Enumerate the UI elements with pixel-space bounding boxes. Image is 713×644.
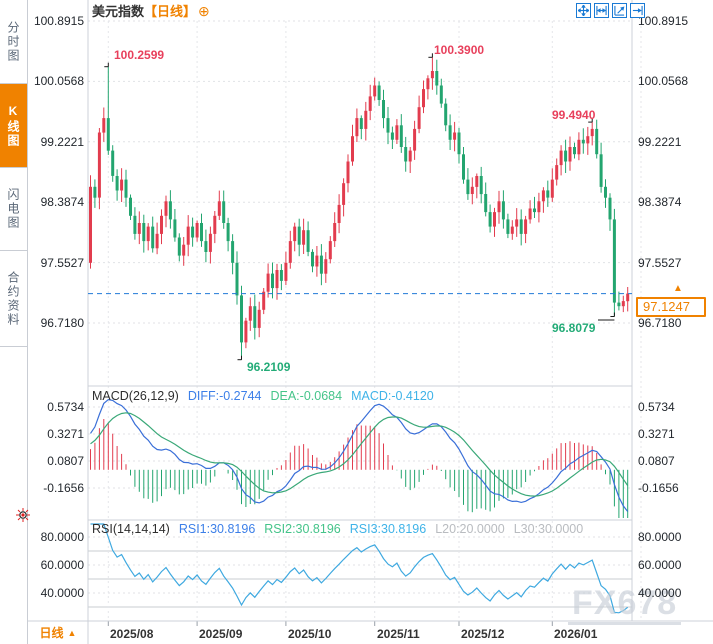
rsi-axis-label: 40.0000	[40, 586, 84, 600]
sidebar: 分时图 K线图 闪电图 合约资料	[0, 0, 28, 644]
price-axis-label: 100.0568	[638, 74, 689, 88]
x-axis-label: 2025/09	[199, 627, 243, 641]
rsi-l30-value: L30:30.0000	[513, 522, 584, 536]
rsi-title: RSI(14,14,14)	[92, 522, 170, 536]
macd-axis-label: -0.1656	[43, 481, 84, 495]
x-axis-label: 2025/11	[377, 627, 420, 641]
macd-axis-label: 0.3271	[47, 427, 84, 441]
timeframe-selector-label: 日线	[39, 626, 64, 640]
timeframe-dropdown-arrow-icon: ▲	[67, 627, 77, 638]
add-indicator-icon[interactable]: ⊕	[198, 3, 210, 19]
price-label-jan-low: 96.8079	[552, 321, 596, 335]
x-axis-label: 2026/01	[554, 627, 598, 641]
jump-latest-icon[interactable]	[630, 3, 645, 18]
current-price-badge: 97.1247	[636, 297, 706, 317]
macd-axis-label: 0.0807	[638, 454, 675, 468]
sidebar-item-kline-chart[interactable]: K线图	[0, 84, 27, 168]
macd-axis-label: -0.1656	[638, 481, 679, 495]
rsi1-value: RSI1:30.8196	[178, 522, 256, 536]
timeframe-label: 【日线】	[144, 4, 197, 19]
price-axis-label: 96.7180	[40, 316, 84, 330]
price-axis-label: 96.7180	[638, 316, 682, 330]
price-up-arrow-icon: ▲	[673, 283, 683, 294]
price-axis-label: 98.3874	[638, 195, 682, 209]
price-label-jan-high: 99.4940	[552, 108, 596, 122]
page-title: 美元指数	[92, 4, 145, 19]
macd-diff-value: DIFF:-0.2744	[187, 389, 262, 403]
macd-title: MACD(26,12,9)	[92, 389, 179, 403]
rsi-l20-value: L20:20.0000	[435, 522, 505, 536]
live-indicator-icon[interactable]	[15, 507, 31, 523]
chart-toolbar	[576, 3, 645, 18]
fit-vertical-icon[interactable]	[612, 3, 627, 18]
pan-icon[interactable]	[576, 3, 591, 18]
price-label-sep-low: 96.2109	[247, 360, 291, 374]
sidebar-item-flash-chart[interactable]: 闪电图	[0, 168, 27, 251]
x-axis-label: 2025/10	[288, 627, 332, 641]
fit-horizontal-icon[interactable]	[594, 3, 609, 18]
macd-axis-label: 0.3271	[638, 427, 675, 441]
price-axis-label: 100.8915	[638, 14, 689, 28]
watermark: FX678	[568, 584, 682, 625]
rsi-axis-label: 60.0000	[40, 558, 84, 572]
rsi-axis-label: 80.0000	[638, 530, 682, 544]
macd-axis-label: 0.0807	[47, 454, 84, 468]
rsi-axis-label: 80.0000	[40, 530, 84, 544]
price-label-nov-high: 100.3900	[434, 43, 485, 57]
rsi-axis-label: 60.0000	[638, 558, 682, 572]
x-axis-label: 2025/08	[110, 627, 154, 641]
rsi2-value: RSI2:30.8196	[264, 522, 341, 536]
macd-axis-label: 0.5734	[638, 400, 675, 414]
price-axis-label: 97.5527	[638, 256, 682, 270]
price-axis-label: 99.2221	[40, 135, 84, 149]
macd-axis-label: 0.5734	[47, 400, 84, 414]
rsi-legend: RSI(14,14,14) RSI1:30.8196 RSI2:30.8196 …	[92, 522, 583, 536]
price-axis-label: 99.2221	[638, 135, 682, 149]
chart-title-row: 美元指数【日线】 ⊕	[92, 4, 210, 19]
macd-macd-value: MACD:-0.4120	[351, 389, 434, 403]
macd-dea-value: DEA:-0.0684	[270, 389, 343, 403]
rsi-axis-label: 40.0000	[638, 586, 682, 600]
sidebar-item-contract-info[interactable]: 合约资料	[0, 251, 27, 347]
sidebar-item-time-chart[interactable]: 分时图	[0, 0, 27, 84]
rsi3-value: RSI3:30.8196	[349, 522, 427, 536]
x-axis-label: 2025/12	[461, 627, 505, 641]
price-axis-label: 97.5527	[40, 256, 84, 270]
price-axis-label: 100.8915	[33, 14, 84, 28]
price-axis-label: 100.0568	[33, 74, 84, 88]
price-label-aug-high: 100.2599	[114, 48, 165, 62]
price-axis-label: 98.3874	[40, 195, 84, 209]
timeframe-selector[interactable]: 日线 ▲	[29, 622, 87, 643]
macd-legend: MACD(26,12,9) DIFF:-0.2744 DEA:-0.0684 M…	[92, 389, 434, 403]
